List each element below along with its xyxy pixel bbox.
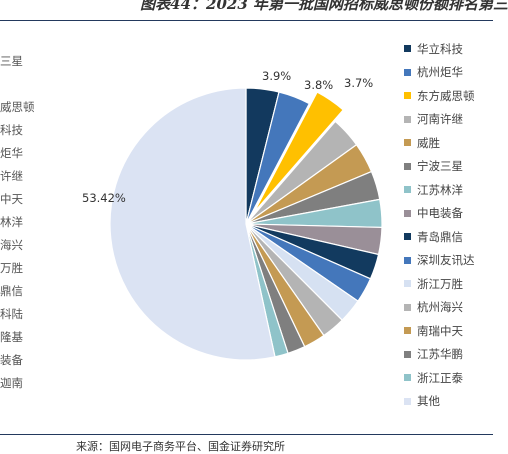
legend-label: 其他 xyxy=(417,394,440,409)
left-label: 许继 xyxy=(0,169,23,183)
legend-label: 杭州海兴 xyxy=(417,300,463,315)
data-label: 3.9% xyxy=(262,69,291,83)
chart-legend: 华立科技杭州炬华东方威思顿河南许继威胜宁波三星江苏林洋中电装备青岛鼎信深圳友讯达… xyxy=(404,37,475,413)
left-label: 科技 xyxy=(0,123,23,137)
legend-label: 中电装备 xyxy=(417,206,463,221)
left-label: 威思顿 xyxy=(0,100,35,114)
left-label: 炬华 xyxy=(0,146,23,160)
source-note: 来源：国网电子商务平台、国金证券研究所 xyxy=(76,440,285,453)
legend-label: 河南许继 xyxy=(417,112,463,127)
left-label: 装备 xyxy=(0,353,23,367)
legend-item: 江苏华鹏 xyxy=(404,343,475,367)
figure-title: 图表44：2023 年第一批国网招标威思顿份额排名第三 xyxy=(140,0,508,13)
data-label: 3.7% xyxy=(344,76,373,90)
legend-item: 威胜 xyxy=(404,131,475,155)
cropped-left-labels: 三星威思顿科技炬华许继中天林洋海兴万胜鼎信科陆隆基装备迦南 xyxy=(0,0,60,434)
left-label: 迦南 xyxy=(0,376,23,390)
legend-swatch xyxy=(404,256,411,264)
legend-label: 宁波三星 xyxy=(417,159,463,174)
legend-label: 浙江万胜 xyxy=(417,276,463,291)
legend-item: 东方威思顿 xyxy=(404,84,475,108)
legend-label: 江苏林洋 xyxy=(417,182,463,197)
legend-swatch xyxy=(404,139,411,147)
legend-swatch xyxy=(404,350,411,358)
legend-label: 浙江正泰 xyxy=(417,370,463,385)
left-label: 林洋 xyxy=(0,215,23,229)
legend-label: 华立科技 xyxy=(417,41,463,56)
legend-label: 威胜 xyxy=(417,135,440,150)
left-label: 三星 xyxy=(0,54,23,68)
legend-item: 浙江万胜 xyxy=(404,272,475,296)
legend-swatch xyxy=(404,327,411,335)
pie-slice xyxy=(245,91,311,225)
left-label: 万胜 xyxy=(0,261,23,275)
legend-swatch xyxy=(404,280,411,288)
legend-swatch xyxy=(404,233,411,241)
legend-item: 青岛鼎信 xyxy=(404,225,475,249)
data-label: 3.8% xyxy=(304,78,333,92)
legend-label: 南瑞中天 xyxy=(417,323,463,338)
left-label: 隆基 xyxy=(0,330,23,344)
legend-item: 宁波三星 xyxy=(404,155,475,179)
legend-swatch xyxy=(404,303,411,311)
data-label: 53.42% xyxy=(82,191,126,205)
legend-item: 江苏林洋 xyxy=(404,178,475,202)
legend-item: 深圳友讯达 xyxy=(404,249,475,273)
pie-chart: 3.9% 3.8% 3.7% 53.42% xyxy=(82,69,383,361)
pie-slice xyxy=(109,87,276,361)
left-label: 海兴 xyxy=(0,238,23,252)
legend-item: 中电装备 xyxy=(404,202,475,226)
legend-item: 浙江正泰 xyxy=(404,366,475,390)
legend-item: 杭州炬华 xyxy=(404,61,475,85)
legend-swatch xyxy=(404,45,411,53)
legend-swatch xyxy=(404,397,411,405)
legend-label: 杭州炬华 xyxy=(417,65,463,80)
legend-swatch xyxy=(404,209,411,217)
legend-item: 华立科技 xyxy=(404,37,475,61)
legend-label: 深圳友讯达 xyxy=(417,253,475,268)
legend-swatch xyxy=(404,162,411,170)
bottom-rule xyxy=(0,434,493,435)
legend-swatch xyxy=(404,92,411,100)
top-rule xyxy=(0,20,493,21)
legend-label: 江苏华鹏 xyxy=(417,347,463,362)
left-label: 鼎信 xyxy=(0,284,23,298)
legend-item: 杭州海兴 xyxy=(404,296,475,320)
legend-item: 其他 xyxy=(404,390,475,414)
legend-item: 南瑞中天 xyxy=(404,319,475,343)
legend-label: 东方威思顿 xyxy=(417,88,475,103)
pie-slice xyxy=(253,91,345,213)
legend-swatch xyxy=(404,115,411,123)
legend-item: 河南许继 xyxy=(404,108,475,132)
left-label: 中天 xyxy=(0,192,23,206)
legend-swatch xyxy=(404,374,411,382)
legend-label: 青岛鼎信 xyxy=(417,229,463,244)
legend-swatch xyxy=(404,186,411,194)
legend-swatch xyxy=(404,68,411,76)
left-label: 科陆 xyxy=(0,307,23,321)
